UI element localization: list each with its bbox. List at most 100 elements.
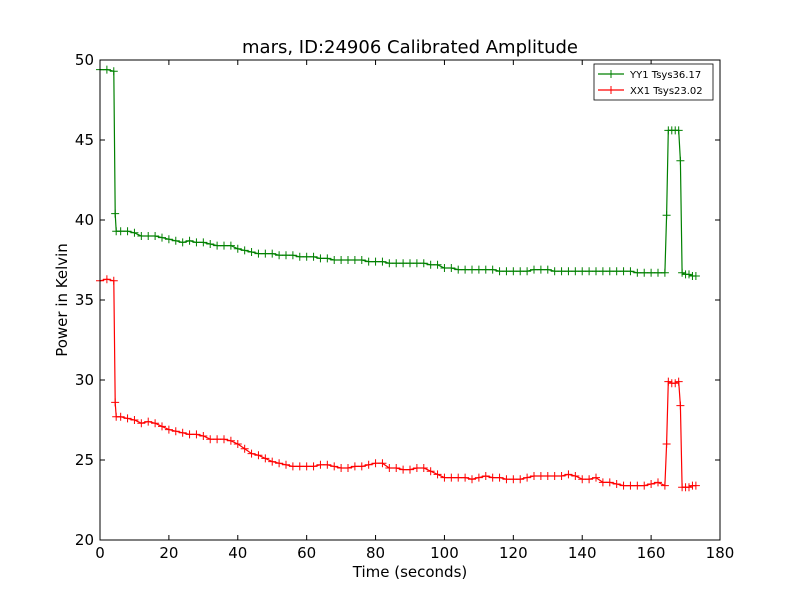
data-point (123, 414, 132, 423)
data-point (447, 264, 456, 272)
data-point (344, 464, 352, 472)
data-point (530, 265, 538, 274)
data-point (116, 412, 125, 421)
data-point (557, 472, 566, 480)
data-point (288, 462, 297, 471)
data-point (220, 435, 228, 444)
data-point (676, 401, 685, 410)
data-point (660, 268, 669, 277)
data-point (171, 427, 180, 436)
data-point (633, 481, 642, 490)
data-point (598, 267, 607, 276)
data-point (592, 267, 600, 276)
data-point (612, 267, 621, 276)
data-point (392, 464, 401, 472)
data-point (130, 228, 139, 237)
data-point (399, 259, 408, 268)
data-point (495, 267, 504, 276)
legend-items: YY1 Tsys36.17 XX1 Tsys23.02 (598, 70, 703, 97)
y-tick-label: 50 (75, 51, 94, 69)
data-point (192, 238, 201, 247)
data-point (226, 241, 235, 250)
data-point (654, 268, 662, 277)
data-point (323, 460, 332, 469)
data-point (199, 432, 208, 440)
data-point (660, 481, 669, 490)
data-point (337, 464, 346, 472)
data-point (102, 275, 111, 284)
data-point (385, 464, 394, 472)
data-point (213, 435, 222, 444)
data-point (137, 232, 146, 240)
data-point (419, 259, 428, 268)
data-point (323, 254, 332, 263)
legend-label: XX1 Tsys23.02 (630, 86, 703, 97)
data-point (261, 454, 270, 463)
legend-item-2: XX1 Tsys23.02 (598, 86, 703, 97)
x-tick-label: 20 (159, 544, 178, 562)
data-point (206, 240, 215, 248)
data-point (691, 481, 700, 490)
x-tick-label: 80 (366, 544, 385, 562)
data-point (578, 267, 587, 276)
data-point (585, 475, 594, 484)
y-tick-label: 40 (75, 211, 94, 229)
data-point (130, 416, 139, 424)
data-point (171, 236, 180, 245)
data-point (309, 252, 318, 261)
data-point (633, 268, 642, 277)
data-point (185, 430, 194, 439)
data-point (392, 259, 401, 268)
data-point (481, 265, 490, 274)
data-point (626, 267, 635, 276)
x-tick-label: 0 (95, 544, 105, 562)
data-point (158, 233, 166, 242)
data-point (536, 472, 545, 480)
data-point (295, 462, 304, 471)
data-point (164, 425, 173, 434)
data-point (337, 256, 346, 264)
data-point (474, 473, 483, 482)
series-1 (96, 65, 700, 280)
data-point (240, 246, 249, 255)
data-point (474, 265, 483, 274)
y-axis-label: Power in Kelvin (53, 243, 71, 357)
data-point (691, 272, 700, 280)
data-point (550, 472, 559, 480)
x-axis-label: Time (seconds) (352, 563, 468, 581)
data-point (240, 444, 249, 453)
data-point (288, 251, 297, 260)
data-point (371, 459, 380, 468)
data-point (111, 398, 120, 407)
data-point (647, 268, 656, 277)
data-point (385, 259, 394, 268)
data-point (592, 473, 600, 482)
data-point (378, 257, 387, 266)
data-point (433, 470, 442, 479)
data-point (158, 422, 166, 431)
data-point (364, 257, 373, 266)
series-layer (96, 65, 700, 492)
data-point (178, 238, 187, 247)
data-point (137, 419, 146, 428)
data-point (151, 419, 160, 428)
data-point (626, 481, 635, 490)
legend-label: YY1 Tsys36.17 (629, 70, 701, 81)
data-point (674, 126, 683, 135)
data-point (206, 435, 215, 444)
data-point (254, 249, 263, 258)
data-point (502, 475, 511, 484)
data-point (543, 472, 552, 480)
data-point (185, 236, 194, 245)
data-point (468, 265, 476, 274)
data-point (247, 248, 256, 256)
data-point (254, 451, 263, 460)
data-point (412, 464, 421, 472)
data-point (151, 232, 160, 240)
data-point (516, 267, 525, 276)
data-point (199, 238, 208, 247)
data-point (111, 209, 120, 218)
data-point (523, 267, 532, 276)
data-point (268, 249, 277, 258)
data-point (578, 475, 587, 484)
